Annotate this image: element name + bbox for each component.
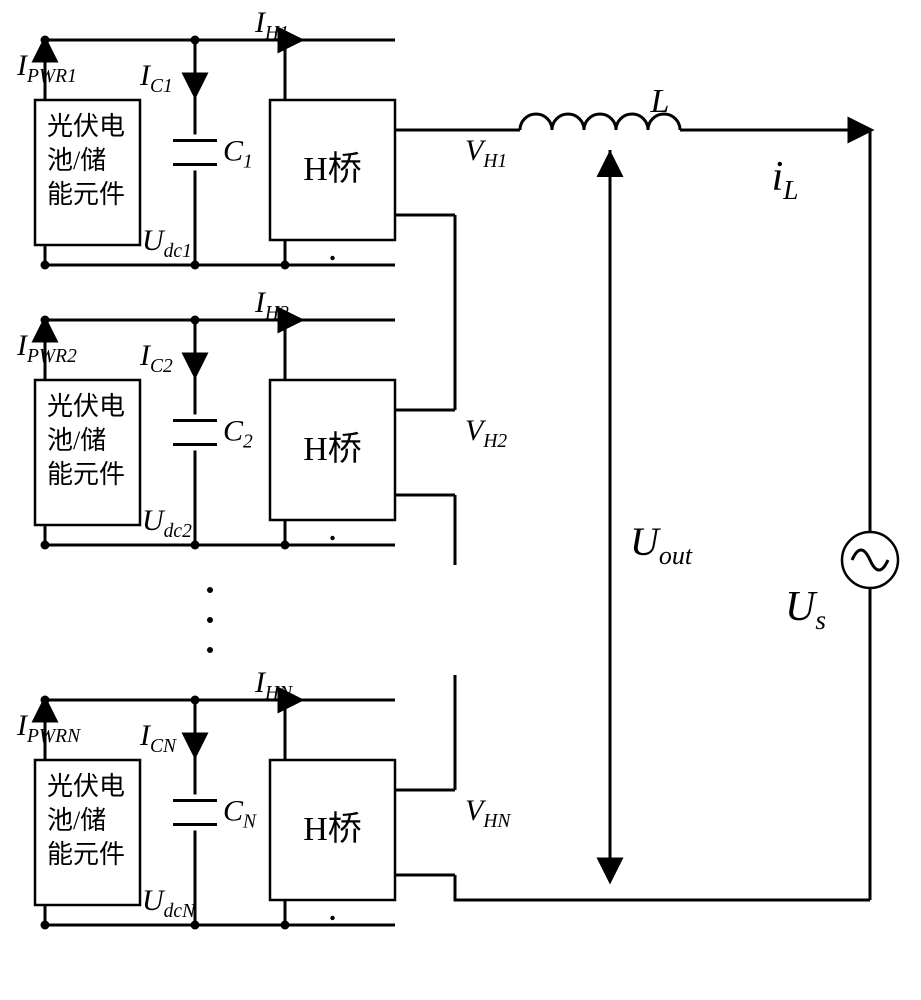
svg-text:池/储: 池/储	[47, 146, 106, 175]
svg-text:H桥: H桥	[303, 810, 362, 848]
svg-text:Us: Us	[785, 584, 826, 635]
svg-text:池/储: 池/储	[47, 426, 106, 455]
svg-text:光伏电: 光伏电	[47, 112, 125, 141]
svg-text:IC2: IC2	[139, 339, 173, 377]
svg-text:光伏电: 光伏电	[47, 392, 125, 421]
svg-text:CN: CN	[223, 795, 257, 833]
svg-text:Udc1: Udc1	[142, 224, 192, 262]
svg-text:光伏电: 光伏电	[47, 772, 125, 801]
svg-text:iL: iL	[772, 154, 799, 205]
svg-text:IPWR2: IPWR2	[16, 329, 77, 367]
svg-text:L: L	[650, 83, 670, 120]
svg-text:能元件: 能元件	[47, 460, 125, 489]
svg-text:VH1: VH1	[465, 134, 507, 172]
svg-text:池/储: 池/储	[47, 806, 106, 835]
svg-text:ICN: ICN	[139, 719, 177, 757]
svg-text:能元件: 能元件	[47, 180, 125, 209]
svg-text:H桥: H桥	[303, 430, 362, 468]
svg-text:UdcN: UdcN	[142, 884, 196, 922]
svg-text:H桥: H桥	[303, 150, 362, 188]
svg-text:IPWRN: IPWRN	[16, 709, 81, 747]
svg-text:VHN: VHN	[465, 794, 511, 832]
svg-text:能元件: 能元件	[47, 840, 125, 869]
svg-text:VH2: VH2	[465, 414, 507, 452]
svg-text:IC1: IC1	[139, 59, 173, 97]
svg-text:Udc2: Udc2	[142, 504, 192, 542]
circuit-diagram: 光伏电池/储能元件H桥IPWR1光伏电池/储能元件H桥IPWR2光伏电池/储能元…	[0, 0, 921, 1000]
svg-text:C2: C2	[223, 415, 253, 453]
svg-text:Uout: Uout	[630, 519, 693, 570]
svg-text:C1: C1	[223, 135, 253, 173]
